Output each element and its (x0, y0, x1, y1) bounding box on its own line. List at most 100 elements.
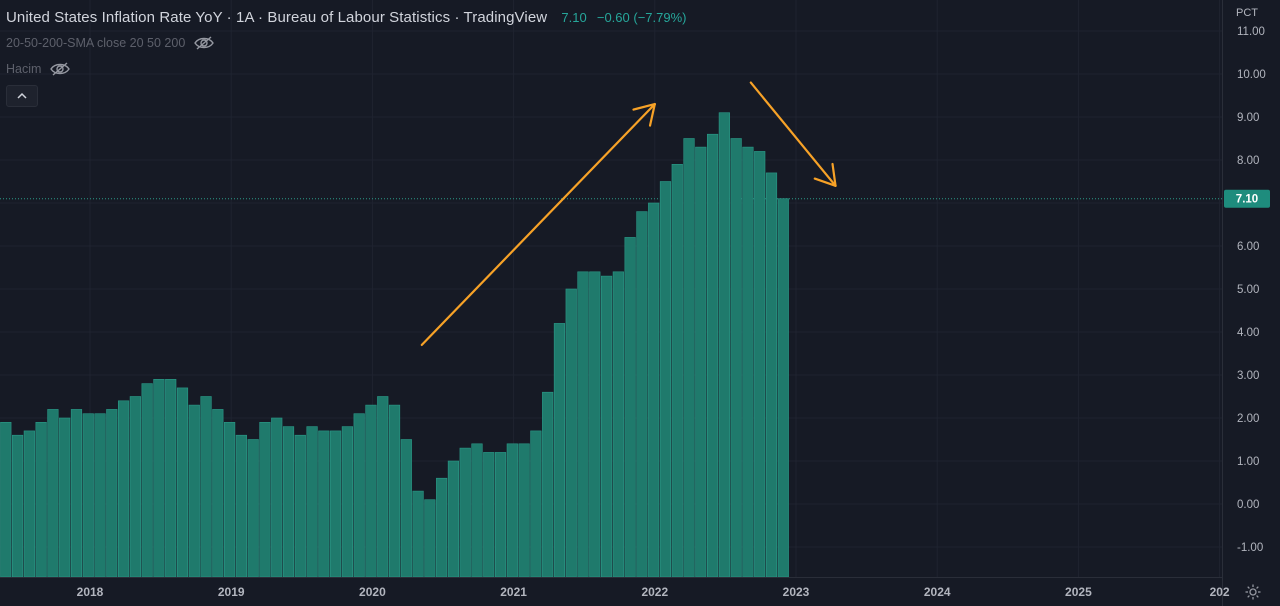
bar (153, 378, 165, 578)
y-tick-label: 9.00 (1237, 112, 1259, 124)
bar (129, 396, 141, 578)
time-axis[interactable]: 2018 2019 2020 2021 2022 2023 2024 2025 202 (0, 577, 1230, 600)
bar (106, 409, 118, 578)
bar (754, 151, 766, 578)
bar (306, 426, 318, 578)
bar (353, 413, 365, 578)
bar (659, 181, 672, 578)
bar (636, 211, 648, 578)
bar (141, 383, 153, 578)
y-tick-label: 6.00 (1237, 241, 1259, 253)
bar (447, 460, 460, 578)
bar (200, 396, 212, 578)
change-value: −0.60 (−7.79%) (596, 10, 687, 25)
bar (683, 138, 695, 578)
bar (530, 430, 542, 578)
eye-off-icon[interactable] (49, 61, 71, 77)
bar (565, 288, 577, 578)
indicator-sma[interactable]: 20-50-200-SMA close 20 50 200 (6, 35, 215, 51)
bar (695, 146, 707, 578)
bar (259, 421, 271, 578)
bar (294, 434, 306, 578)
bar (94, 413, 106, 578)
bar (459, 447, 471, 578)
bar (600, 275, 613, 578)
bar (70, 409, 83, 578)
bar (471, 443, 483, 578)
trend-annotations[interactable] (420, 81, 837, 346)
symbol-title[interactable]: United States Inflation Rate YoY · 1A · … (6, 9, 548, 26)
bar (742, 146, 754, 578)
bar (224, 421, 236, 578)
bar (377, 396, 389, 578)
bar (542, 391, 554, 578)
indicator-volume-label[interactable]: Hacim (6, 62, 42, 76)
bar (436, 477, 448, 578)
bar (0, 421, 12, 578)
x-tick-label: 2023 (783, 585, 810, 599)
bar (706, 133, 719, 578)
arrow-up[interactable] (420, 102, 656, 346)
bar (400, 439, 412, 578)
bar (648, 202, 660, 578)
x-tick-label: 2024 (924, 585, 951, 599)
price-axis-bg[interactable] (1222, 0, 1280, 606)
eye-off-icon[interactable] (193, 35, 215, 51)
y-tick-label: 5.00 (1237, 284, 1259, 296)
bar (765, 172, 778, 578)
last-value: 7.10 (561, 10, 587, 25)
bar (424, 499, 436, 578)
bar (271, 417, 283, 578)
x-tick-label: 2022 (641, 585, 668, 599)
bar (718, 112, 730, 578)
y-tick-label: 2.00 (1237, 413, 1259, 425)
bar (59, 417, 71, 578)
bar (624, 237, 636, 578)
bar (330, 430, 342, 578)
x-tick-label: 202 (1210, 585, 1230, 599)
bar (553, 323, 566, 578)
bar (188, 404, 200, 578)
bar (23, 430, 35, 578)
chart-header: United States Inflation Rate YoY · 1A · … (6, 9, 686, 26)
bar (388, 404, 401, 578)
bar (777, 198, 789, 578)
price-axis[interactable]: 11.0010.009.008.007.006.005.004.003.002.… (1222, 0, 1280, 606)
y-tick-label: 1.00 (1237, 456, 1259, 468)
gear-icon[interactable] (1244, 583, 1262, 601)
chevron-up-icon (17, 92, 27, 99)
bar (235, 434, 247, 578)
bar (47, 409, 59, 578)
current-value-badge-label: 7.10 (1236, 194, 1258, 206)
y-tick-label: 0.00 (1237, 499, 1259, 511)
x-tick-label: 2021 (500, 585, 527, 599)
bar (318, 430, 330, 578)
indicator-volume[interactable]: Hacim (6, 61, 71, 77)
bar (577, 271, 589, 578)
axis-unit-label: PCT (1236, 7, 1258, 19)
y-tick-label: 3.00 (1237, 370, 1259, 382)
bar (282, 426, 295, 578)
bar (212, 409, 224, 578)
x-tick-label: 2020 (359, 585, 386, 599)
bar (247, 439, 259, 578)
bar (483, 452, 495, 578)
bar (412, 490, 424, 578)
bar (11, 434, 24, 578)
bar (365, 404, 377, 578)
indicator-sma-label[interactable]: 20-50-200-SMA close 20 50 200 (6, 36, 186, 50)
x-tick-label: 2018 (77, 585, 104, 599)
y-tick-label: 8.00 (1237, 155, 1259, 167)
bar (494, 452, 507, 578)
bar (612, 271, 624, 578)
current-value-badge (1224, 189, 1270, 208)
collapse-legend-button[interactable] (6, 85, 38, 107)
y-tick-label: 4.00 (1237, 327, 1259, 339)
y-tick-label: -1.00 (1237, 542, 1263, 554)
y-tick-label: 10.00 (1237, 69, 1266, 81)
bar (35, 421, 47, 578)
arrow-down[interactable] (749, 81, 837, 187)
y-tick-label: 11.00 (1237, 26, 1265, 38)
bar (176, 387, 189, 578)
